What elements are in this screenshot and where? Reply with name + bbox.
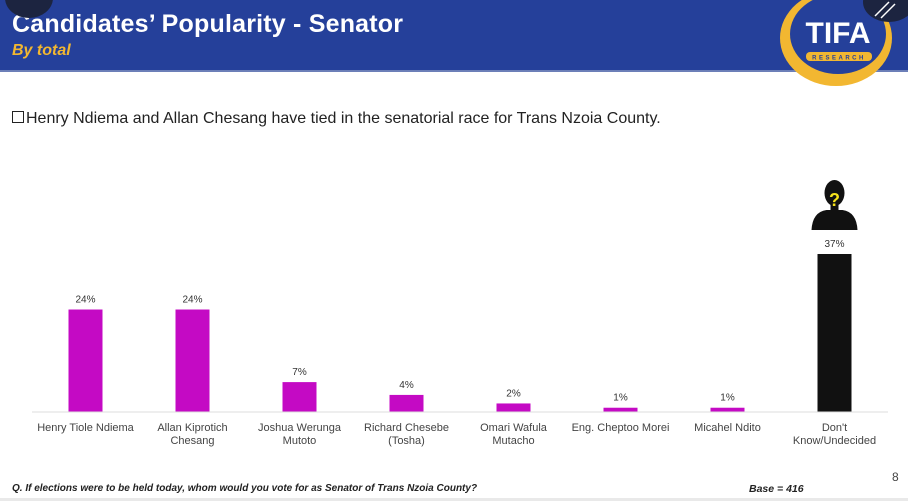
page-subtitle: By total — [12, 42, 71, 59]
category-label-4: Mutacho — [492, 435, 534, 447]
logo-text: TIFA — [806, 17, 871, 50]
category-label-1: Chesang — [170, 435, 214, 447]
header-divider — [0, 70, 908, 72]
bottom-divider — [0, 498, 908, 501]
data-label-3: 4% — [399, 380, 414, 391]
category-label-7: Don't — [822, 422, 847, 434]
category-label-0: Henry Tiole Ndiema — [37, 422, 134, 434]
category-label-2: Joshua Werunga — [258, 422, 342, 434]
tifa-logo: TIFA RESEARCH — [780, 0, 892, 86]
category-label-1: Allan Kiprotich — [157, 422, 227, 434]
sample-base: Base = 416 — [749, 483, 804, 495]
page-number: 8 — [892, 470, 899, 484]
bar-2 — [282, 382, 317, 412]
chevron-up-icon — [5, 0, 53, 18]
bar-3 — [389, 394, 424, 412]
bar-chart: 24% Henry Tiole Ndiema 24% Allan KiprotichC… — [32, 180, 888, 447]
category-label-2: Mutoto — [283, 435, 317, 447]
category-label-7: Know/Undecided — [793, 435, 876, 447]
headline: Henry Ndiema and Allan Chesang have tied… — [12, 110, 661, 128]
expand-icon — [874, 1, 896, 19]
data-label-0: 24% — [75, 295, 95, 306]
data-label-6: 1% — [720, 393, 735, 404]
bar-7 — [817, 254, 852, 412]
category-label-3: Richard Chesebe — [364, 422, 449, 434]
expand-button[interactable] — [863, 0, 908, 22]
logo-subtext: RESEARCH — [812, 56, 866, 62]
collapse-button[interactable] — [5, 0, 53, 18]
headline-text: Henry Ndiema and Allan Chesang have tied… — [26, 110, 661, 127]
unknown-person-icon: ? — [811, 180, 858, 230]
page-title: Candidates’ Popularity - Senator — [12, 10, 404, 38]
data-label-5: 1% — [613, 393, 628, 404]
data-label-2: 7% — [292, 367, 307, 378]
data-label-7: 37% — [824, 239, 844, 250]
bar-0 — [68, 309, 103, 412]
bar-4 — [496, 403, 531, 412]
checkbox-bullet-icon — [12, 111, 24, 123]
bar-6 — [710, 407, 745, 412]
data-label-4: 2% — [506, 388, 521, 399]
survey-question: Q. If elections were to be held today, w… — [12, 483, 478, 494]
category-label-3: (Tosha) — [388, 435, 425, 447]
data-label-1: 24% — [182, 295, 202, 306]
bar-1 — [175, 309, 210, 412]
category-label-5: Eng. Cheptoo Morei — [572, 422, 670, 434]
header-banner — [0, 0, 908, 70]
category-label-6: Micahel Ndito — [694, 422, 761, 434]
bar-5 — [603, 407, 638, 412]
category-label-4: Omari Wafula — [480, 422, 548, 434]
svg-text:?: ? — [829, 190, 840, 210]
